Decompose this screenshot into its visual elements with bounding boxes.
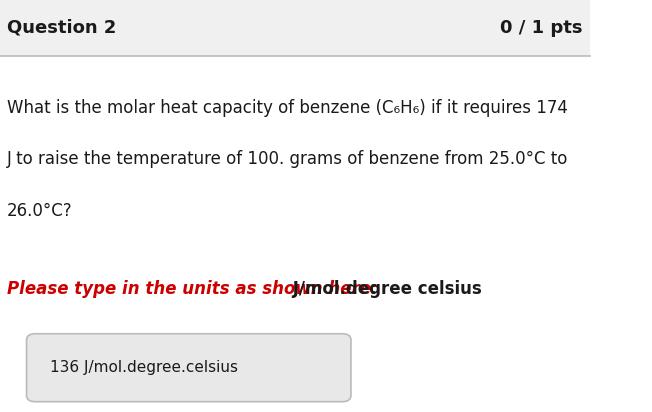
FancyBboxPatch shape [27, 334, 351, 402]
Text: J to raise the temperature of 100. grams of benzene from 25.0°C to: J to raise the temperature of 100. grams… [7, 150, 569, 169]
Text: Please type in the units as shown here:: Please type in the units as shown here: [7, 280, 378, 298]
FancyBboxPatch shape [0, 0, 590, 56]
Text: 0 / 1 pts: 0 / 1 pts [500, 19, 583, 37]
Text: J/mol.degree celsius: J/mol.degree celsius [287, 280, 481, 298]
Text: 26.0°C?: 26.0°C? [7, 202, 73, 220]
Text: What is the molar heat capacity of benzene (C₆H₆) if it requires 174: What is the molar heat capacity of benze… [7, 99, 568, 117]
Text: Question 2: Question 2 [7, 19, 117, 37]
Text: 136 J/mol.degree.celsius: 136 J/mol.degree.celsius [50, 360, 238, 375]
